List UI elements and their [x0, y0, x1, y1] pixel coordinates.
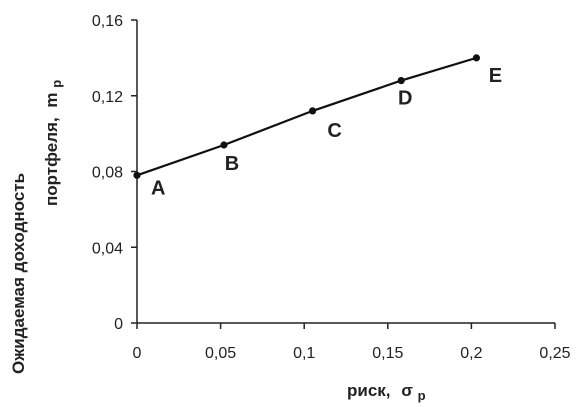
data-point-b: [220, 141, 228, 149]
point-label-d: D: [398, 88, 412, 110]
point-label-e: E: [489, 65, 502, 87]
y-axis-symbol: m: [42, 92, 61, 107]
y-tick-label: 0,08: [92, 165, 123, 182]
data-point-d: [397, 77, 405, 85]
x-tick-label: 0,25: [539, 345, 570, 362]
x-tick-label: 0: [133, 345, 142, 362]
x-axis-subscript: p: [418, 388, 426, 403]
data-point-a: [133, 171, 141, 179]
data-point-e: [472, 54, 481, 62]
y-axis-subscript: p: [49, 80, 64, 88]
x-axis-label: риск, σ p: [347, 381, 426, 403]
x-tick-label: 0,15: [372, 345, 403, 362]
point-label-a: A: [151, 177, 165, 199]
point-labels: A B C D E: [151, 65, 502, 199]
x-tick-label: 0,2: [460, 345, 482, 362]
y-axis-label-line1: Ожидаемая доходность: [9, 173, 28, 374]
y-tick-label: 0,16: [92, 13, 123, 30]
data-point-c: [308, 107, 317, 115]
x-tick-label: 0,1: [293, 345, 315, 362]
series: [133, 54, 481, 179]
point-label-c: C: [327, 120, 341, 142]
x-tick-label: 0,05: [205, 345, 236, 362]
y-tick-label: 0,12: [92, 89, 123, 106]
y-axis-label-line2-text: портфеля,: [42, 117, 61, 206]
y-axis-label: Ожидаемая доходность портфеля, m p: [9, 80, 64, 374]
series-line: [136, 56, 477, 177]
x-axis-symbol: σ: [401, 381, 413, 400]
y-axis-label-line2: портфеля, m p: [42, 80, 64, 206]
x-axis-label-text: риск,: [347, 381, 391, 400]
ticks: 0 0,04 0,08 0,12 0,16 0 0,05 0,1 0,15 0,2 0,25: [92, 13, 571, 362]
y-tick-label: 0,04: [92, 240, 123, 257]
y-tick-label: 0: [114, 316, 123, 333]
point-label-b: B: [225, 153, 239, 175]
